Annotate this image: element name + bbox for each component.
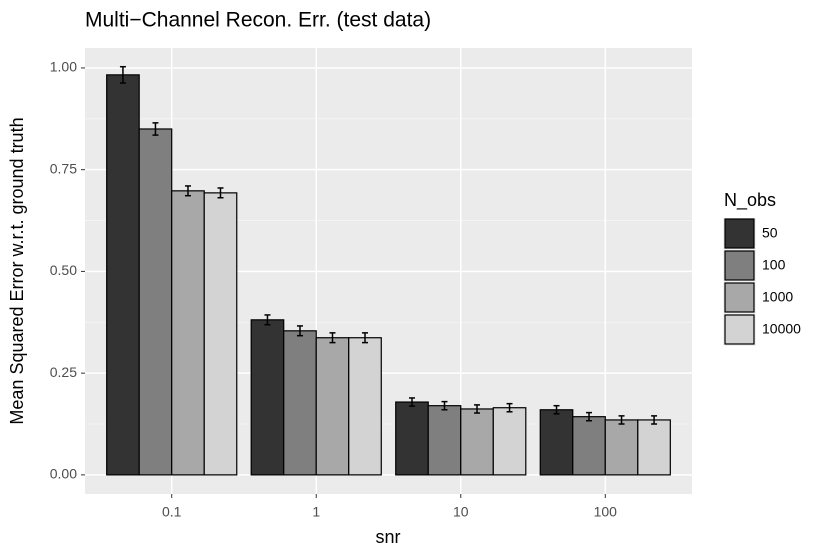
error-bar	[362, 332, 369, 344]
bar	[203, 192, 238, 476]
legend-label: 100	[762, 257, 786, 273]
x-tick-label: 100	[594, 504, 618, 520]
bar	[106, 74, 140, 476]
error-bar	[119, 65, 126, 84]
error-bar	[553, 404, 560, 415]
legend-label: 50	[762, 225, 778, 241]
legend-key	[724, 282, 755, 313]
x-axis-title: snr	[375, 527, 400, 547]
bar	[348, 337, 382, 476]
error-bar	[618, 415, 625, 425]
legend-key	[724, 250, 755, 281]
bar	[171, 190, 205, 476]
error-bar	[184, 185, 191, 197]
error-bar	[329, 332, 336, 344]
bar	[460, 408, 494, 476]
error-bar	[441, 400, 448, 411]
legend-title: N_obs	[724, 190, 776, 211]
y-tick-label: 0.75	[50, 160, 77, 176]
bar	[138, 128, 173, 476]
legend-label: 1000	[762, 289, 793, 305]
error-bar	[474, 404, 481, 414]
bar	[572, 416, 606, 476]
y-tick-label: 0.50	[50, 262, 77, 278]
bar	[539, 409, 574, 476]
error-bar	[408, 397, 415, 407]
x-tick-label: 1	[312, 504, 320, 520]
error-bar	[152, 122, 159, 136]
chart-title: Multi−Channel Recon. Err. (test data)	[85, 9, 431, 32]
legend-label: 10000	[762, 321, 801, 337]
bar	[637, 419, 671, 476]
bar	[492, 407, 527, 476]
error-bar	[217, 187, 224, 199]
error-bar	[296, 325, 303, 337]
y-axis-title: Mean Squared Error w.r.t. ground truth	[7, 117, 27, 424]
bar	[395, 401, 429, 476]
bar	[604, 419, 639, 476]
y-tick-label: 0.25	[50, 364, 77, 380]
y-tick-label: 1.00	[50, 59, 77, 75]
bar	[283, 330, 317, 476]
y-tick-label: 0.00	[50, 466, 77, 482]
error-bar	[586, 411, 593, 422]
error-bar	[264, 314, 271, 326]
bar	[427, 405, 462, 476]
error-bar	[651, 415, 658, 425]
bar	[250, 319, 285, 476]
x-tick-label: 10	[453, 504, 469, 520]
legend-key	[724, 314, 755, 345]
error-bar	[506, 402, 513, 413]
x-tick-label: 0.1	[162, 504, 182, 520]
bar	[315, 337, 350, 476]
legend-key	[724, 218, 755, 249]
